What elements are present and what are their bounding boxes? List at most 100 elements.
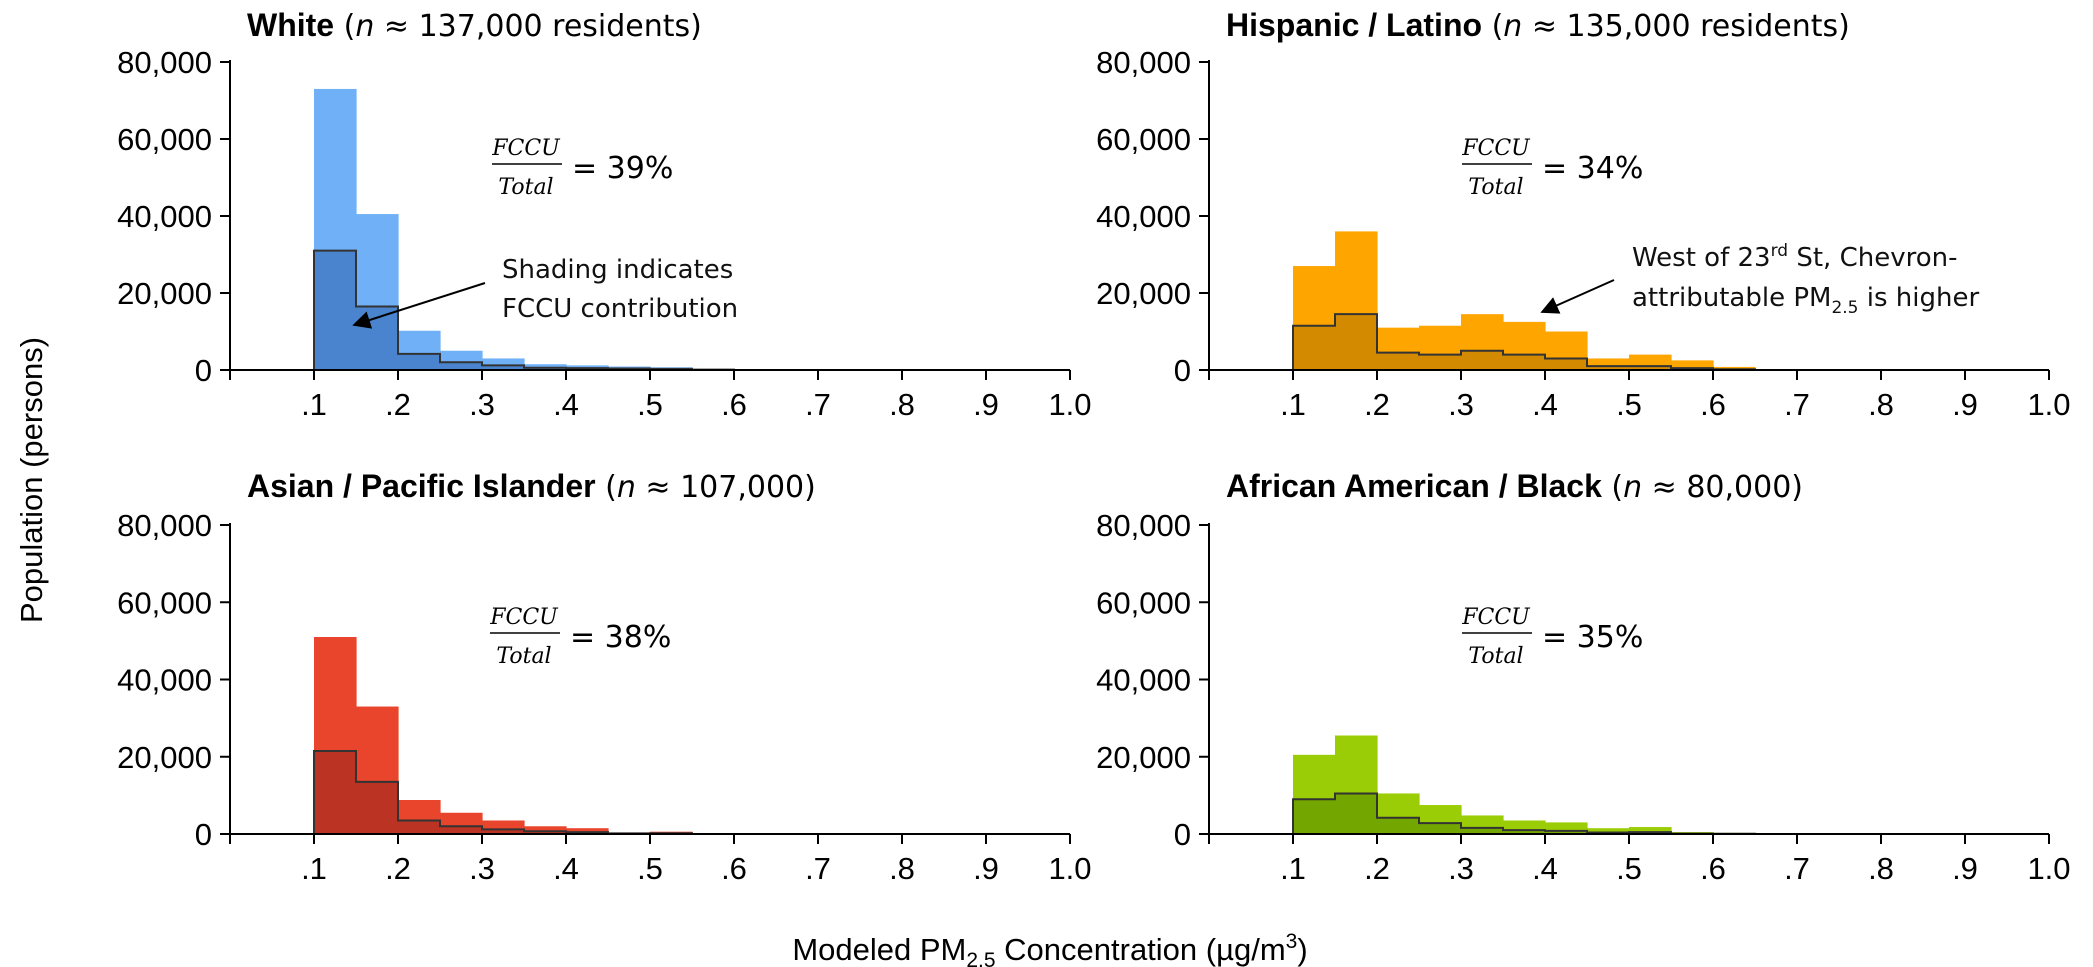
x-axis-label: Modeled PM2.5 Concentration (µg/m3) bbox=[792, 930, 1307, 967]
x-tick-label: 1.0 bbox=[2027, 851, 2070, 886]
x-tick-label: .7 bbox=[805, 387, 831, 422]
annotation-arrow bbox=[1540, 279, 1615, 314]
fraction-white: FCCU Total = 39% bbox=[491, 136, 673, 200]
fraction-denominator: Total bbox=[498, 175, 553, 200]
x-tick-label: .2 bbox=[1364, 387, 1390, 422]
x-axis-label-rest: Concentration (µg/m bbox=[996, 932, 1286, 967]
panel-title-group: Asian / Pacific Islander bbox=[247, 468, 596, 504]
bar-fccu bbox=[482, 829, 525, 834]
panel-title-group: African American / Black bbox=[1226, 468, 1602, 504]
panel-white: 0 20,000 40,000 60,000 80,000 .1 .2 .3 .4 .5 .6 .7.… bbox=[117, 45, 1091, 422]
x-tick-label: .2 bbox=[1364, 851, 1390, 886]
x-tick-label: .3 bbox=[469, 851, 495, 886]
bar-total bbox=[1587, 828, 1630, 834]
y-tick-label: 60,000 bbox=[117, 122, 212, 157]
fraction-denominator: Total bbox=[496, 644, 551, 669]
y-tick-label: 60,000 bbox=[1096, 585, 1191, 620]
y-tick-label: 40,000 bbox=[1096, 199, 1191, 234]
bar-fccu bbox=[1503, 830, 1546, 834]
annotation-line-1: West of 23rd St, Chevron- bbox=[1632, 241, 1958, 273]
x-tick-label: .1 bbox=[301, 851, 327, 886]
y-tick-label: 80,000 bbox=[1096, 45, 1191, 80]
x-tick-label: .5 bbox=[637, 387, 663, 422]
fraction-value: = 39% bbox=[572, 151, 673, 186]
x-tick-label: .1 bbox=[301, 387, 327, 422]
x-tick-label: .6 bbox=[721, 387, 747, 422]
bar-fccu bbox=[1335, 793, 1378, 834]
bar-fccu bbox=[314, 250, 357, 370]
fraction-value: = 35% bbox=[1542, 620, 1643, 655]
fraction-numerator: FCCU bbox=[491, 136, 561, 161]
x-tick-label: .3 bbox=[1448, 851, 1474, 886]
y-tick-label: 0 bbox=[1174, 353, 1191, 388]
x-tick-label: .9 bbox=[1952, 851, 1978, 886]
x-tick-label: .8 bbox=[889, 387, 915, 422]
x-tick-label: .5 bbox=[1616, 387, 1642, 422]
bar-fccu bbox=[482, 365, 525, 370]
x-tick-label: .5 bbox=[1616, 851, 1642, 886]
fraction-denominator: Total bbox=[1468, 644, 1523, 669]
fraction-african-american-black: FCCU Total = 35% bbox=[1461, 605, 1643, 669]
x-tick-label: .7 bbox=[1784, 387, 1810, 422]
bar-fccu bbox=[524, 831, 567, 834]
x-tick-label: .6 bbox=[1700, 387, 1726, 422]
bar-total bbox=[1587, 358, 1630, 370]
bar-fccu bbox=[1293, 799, 1336, 834]
bar-fccu bbox=[1461, 827, 1504, 834]
bar-fccu bbox=[356, 306, 399, 370]
panel-title-asian-pacific-islander: Asian / Pacific Islander (n ≈ 107,000) bbox=[247, 468, 816, 505]
y-tick-label: 20,000 bbox=[1096, 276, 1191, 311]
bar-total bbox=[1545, 822, 1588, 834]
y-tick-label: 0 bbox=[1174, 817, 1191, 852]
bar-fccu bbox=[1587, 366, 1630, 370]
panel-title-count: ≈ 80,000) bbox=[1642, 470, 1803, 505]
annotation-arrow bbox=[352, 282, 486, 329]
panel-title-group: Hispanic / Latino bbox=[1226, 7, 1482, 43]
bar-fccu bbox=[398, 820, 441, 834]
fraction-value: = 38% bbox=[570, 620, 671, 655]
fraction-numerator: FCCU bbox=[1461, 136, 1531, 161]
y-tick-label: 80,000 bbox=[117, 508, 212, 543]
x-tick-label: .1 bbox=[1280, 387, 1306, 422]
annotation-text: West of 23 bbox=[1632, 243, 1771, 273]
bar-fccu bbox=[1377, 817, 1420, 834]
y-axis-label: Population (persons) bbox=[14, 337, 49, 623]
x-tick-label: .3 bbox=[469, 387, 495, 422]
annotation-line-2: FCCU contribution bbox=[502, 294, 738, 324]
panel-title-paren: ( bbox=[334, 9, 355, 44]
y-tick-label: 0 bbox=[195, 353, 212, 388]
annotation-line-2: attributable PM2.5 is higher bbox=[1632, 283, 1979, 318]
panel-title-close: ) bbox=[690, 9, 702, 44]
panel-title-n: n bbox=[617, 470, 636, 505]
panel-title-white: White (n ≈ 137,000 residents) bbox=[247, 7, 702, 44]
x-tick-label: .7 bbox=[805, 851, 831, 886]
x-tick-label: .4 bbox=[553, 387, 579, 422]
annotation-sup: rd bbox=[1771, 241, 1788, 261]
annotation-sub: 2.5 bbox=[1831, 298, 1858, 318]
panel-hispanic-latino: 0 20,000 40,000 60,000 80,000 .1 .2 .3 .4 .5 .6 .7.… bbox=[1096, 45, 2070, 422]
bar-fccu bbox=[314, 750, 357, 834]
x-tick-label: 1.0 bbox=[1048, 387, 1091, 422]
panel-title-african-american-black: African American / Black (n ≈ 80,000) bbox=[1226, 468, 1803, 505]
x-tick-label: .8 bbox=[889, 851, 915, 886]
annotation-text-rest: St, Chevron- bbox=[1788, 243, 1957, 273]
x-tick-label: 1.0 bbox=[2027, 387, 2070, 422]
annotation-west-of-23rd: West of 23rd St, Chevron- attributable P… bbox=[1540, 241, 1979, 318]
x-tick-label: .7 bbox=[1784, 851, 1810, 886]
fraction-hispanic-latino: FCCU Total = 34% bbox=[1461, 136, 1643, 200]
x-tick-label: 1.0 bbox=[1048, 851, 1091, 886]
bar-total bbox=[482, 358, 525, 370]
x-tick-label: .3 bbox=[1448, 387, 1474, 422]
x-tick-label: .4 bbox=[1532, 387, 1558, 422]
x-tick-label: .2 bbox=[385, 387, 411, 422]
bar-fccu bbox=[440, 826, 483, 834]
x-tick-label: .8 bbox=[1868, 851, 1894, 886]
panel-title-paren: ( bbox=[1482, 9, 1503, 44]
panel-title-n: n bbox=[1503, 9, 1522, 44]
x-tick-label: .8 bbox=[1868, 387, 1894, 422]
fraction-value: = 34% bbox=[1542, 151, 1643, 186]
y-tick-label: 40,000 bbox=[117, 663, 212, 698]
panel-title-count: ≈ 135,000 residents bbox=[1522, 9, 1838, 44]
bar-total bbox=[1629, 827, 1672, 834]
y-tick-label: 20,000 bbox=[1096, 740, 1191, 775]
